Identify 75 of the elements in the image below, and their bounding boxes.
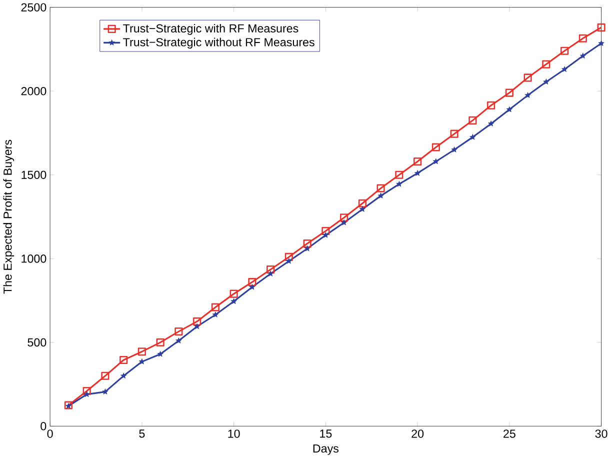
point [193, 317, 202, 326]
point [304, 245, 311, 252]
point [395, 170, 404, 179]
point [157, 350, 164, 357]
point [266, 265, 275, 274]
y-tick-label: 500 [28, 338, 46, 346]
point [194, 323, 200, 330]
point [524, 74, 532, 82]
point [450, 130, 458, 138]
point [487, 101, 496, 110]
point [248, 284, 256, 290]
point [286, 258, 292, 264]
point [322, 226, 330, 235]
point [174, 327, 183, 336]
point [230, 290, 238, 298]
point [432, 158, 440, 164]
point [267, 270, 274, 276]
point [358, 199, 366, 208]
point [359, 206, 366, 212]
point [468, 116, 477, 124]
point [524, 92, 532, 98]
legend-label: Trust−Strategic with RF Measures [123, 24, 298, 35]
point [175, 337, 182, 344]
x-tick-label: 30 [595, 430, 608, 438]
point [84, 390, 90, 398]
point [542, 60, 550, 68]
point [138, 358, 146, 364]
y-tick-label: 2000 [21, 86, 46, 96]
point [542, 78, 550, 85]
point [396, 180, 402, 187]
point [248, 278, 256, 286]
point [378, 192, 384, 198]
point [120, 356, 128, 364]
point [469, 134, 476, 140]
point [101, 372, 110, 380]
x-tick-label: 10 [228, 430, 240, 438]
point [340, 214, 348, 222]
point [598, 40, 605, 46]
point [505, 88, 514, 97]
x-tick-label: 5 [139, 430, 145, 438]
x-axis-title: Days [313, 444, 339, 455]
point [230, 298, 238, 304]
point [156, 338, 164, 346]
x-tick-label: 20 [412, 430, 424, 438]
point [120, 372, 127, 379]
point [303, 239, 312, 248]
y-tick-label: 1000 [22, 254, 46, 263]
legend-label: Trust−Strategic without RF Measures [123, 38, 314, 49]
point [451, 146, 458, 152]
point [414, 157, 422, 166]
point [580, 52, 586, 59]
x-tick-label: 15 [320, 430, 332, 438]
point [560, 46, 569, 55]
point [82, 386, 91, 395]
point [376, 184, 385, 192]
x-tick-label: 0 [47, 430, 53, 438]
point [284, 252, 293, 261]
point [322, 232, 329, 238]
y-tick-label: 2500 [21, 3, 46, 12]
y-tick-label: 1500 [22, 170, 46, 179]
point [561, 66, 568, 72]
point [488, 120, 494, 126]
point [138, 348, 146, 356]
point [212, 311, 219, 318]
point [414, 170, 421, 176]
point [211, 303, 220, 312]
point [506, 106, 513, 112]
point [597, 23, 606, 32]
y-tick-label: 0 [40, 422, 46, 430]
point [432, 143, 440, 152]
x-tick-label: 25 [504, 430, 516, 438]
point [102, 388, 108, 394]
y-axis-title: The Expected Profit of Buyers [3, 140, 14, 294]
point [578, 34, 587, 42]
point [340, 219, 348, 226]
